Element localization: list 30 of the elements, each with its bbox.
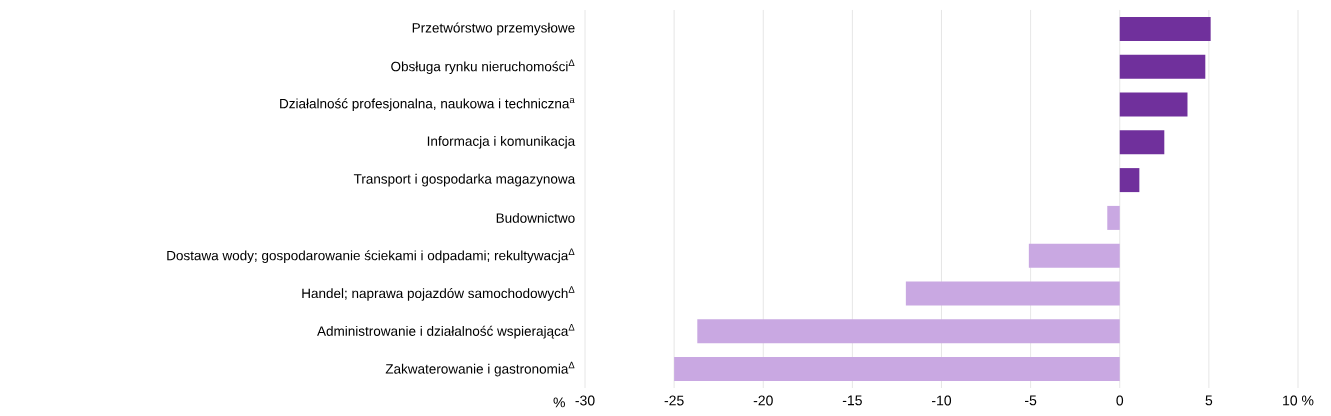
bar (697, 319, 1120, 344)
bar (1119, 130, 1165, 155)
bar (674, 357, 1120, 382)
bar (1119, 92, 1188, 117)
x-tick-label: -10 (932, 395, 952, 406)
bar (1107, 205, 1120, 230)
y-tick-label: Transport i gospodarka magazynowa (353, 173, 576, 187)
y-tick-label: Administrowanie i działalność wspierająca$^{Δ}$ (317, 324, 575, 339)
bar (905, 281, 1120, 306)
x-tick-label: 5 (1205, 395, 1213, 406)
x-tick-label: -30 (575, 395, 595, 406)
bar (1119, 54, 1206, 79)
y-tick-label: Zakwaterowanie i gastronomia$^{Δ}$ (385, 361, 575, 377)
y-tick-label: Obsługa rynku nieruchomości$^{Δ}$ (391, 59, 575, 74)
y-tick-label: Działalność profesjonalna, naukowa i techniczna$^{a}$ (280, 97, 575, 112)
y-tick-label: Budownictwo (496, 212, 575, 223)
bar (1119, 16, 1211, 41)
x-tick-label: 0 (1116, 395, 1124, 406)
x-tick-label: -25 (664, 395, 684, 406)
bar (1119, 168, 1140, 193)
bar (1028, 243, 1120, 268)
x-tick-label: -5 (1025, 395, 1037, 406)
y-tick-label: Handel; naprawa pojazdów samochodowych$^{Δ}$ (302, 286, 575, 301)
y-tick-label: Dostawa wody; gospodarowanie ściekami i odpadami; rekultywacja$^{Δ}$ (167, 248, 575, 263)
x-tick-label: -15 (842, 395, 862, 406)
x-tick-label: -20 (753, 395, 773, 406)
x-axis-title: % (553, 397, 565, 408)
y-tick-label: Przetwórstwo przemysłowe (412, 22, 575, 36)
y-tick-label: Informacja i komunikacja (427, 136, 576, 149)
x-tick-label: 10 % (1283, 395, 1314, 406)
